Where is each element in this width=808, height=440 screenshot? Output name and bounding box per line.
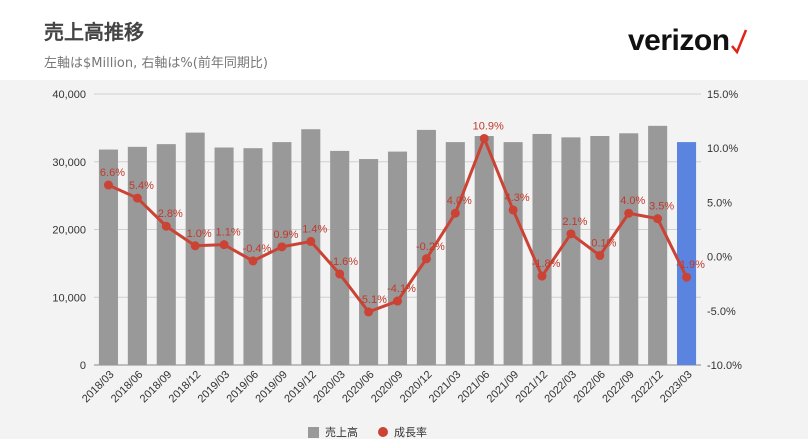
growth-rate-point xyxy=(450,208,460,218)
growth-rate-point xyxy=(653,214,663,224)
revenue-bar xyxy=(416,129,436,365)
growth-rate-data-label: 4.3% xyxy=(505,192,530,204)
revenue-bar xyxy=(532,133,552,365)
right-axis-tick-label: 0.0% xyxy=(707,252,732,264)
left-axis-tick-label: 30,000 xyxy=(52,157,86,169)
growth-rate-data-label: 1.1% xyxy=(216,227,241,239)
growth-rate-point xyxy=(421,254,431,264)
growth-rate-point xyxy=(393,296,402,306)
legend-swatch-bar xyxy=(308,426,319,438)
revenue-bar xyxy=(474,136,494,365)
growth-rate-data-label: 1.4% xyxy=(302,223,327,235)
revenue-bar xyxy=(301,129,321,365)
revenue-bar xyxy=(272,142,292,365)
growth-rate-point xyxy=(248,256,258,266)
revenue-bar xyxy=(98,149,118,365)
legend-label-growth: 成長率 xyxy=(394,426,427,439)
growth-rate-data-label: -0.4% xyxy=(243,243,272,255)
growth-rate-point xyxy=(479,133,489,143)
logo-text: verizon xyxy=(628,24,730,57)
growth-rate-point xyxy=(103,180,113,190)
growth-rate-data-label: 0.1% xyxy=(591,238,616,250)
growth-rate-point xyxy=(595,251,605,261)
revenue-bar xyxy=(445,142,465,365)
growth-rate-data-label: 0.9% xyxy=(273,229,298,241)
page-subtitle: 左軸は$Million, 右軸は%(前年同期比) xyxy=(44,56,268,71)
growth-rate-point xyxy=(219,240,229,250)
growth-rate-data-label: 3.5% xyxy=(649,201,674,213)
check-mark-icon xyxy=(730,29,747,54)
page-title: 売上高推移 xyxy=(44,20,144,44)
revenue-bar xyxy=(619,133,639,365)
growth-rate-data-label: -4.1% xyxy=(387,283,416,295)
growth-rate-data-label: 2.1% xyxy=(562,216,587,228)
growth-rate-point xyxy=(537,271,547,281)
revenue-bar xyxy=(359,159,379,365)
verizon-logo: verizon xyxy=(628,24,748,58)
left-axis-tick-label: 10,000 xyxy=(52,292,86,304)
revenue-bar xyxy=(156,144,176,365)
growth-rate-point xyxy=(682,272,692,282)
growth-rate-point xyxy=(364,307,374,317)
left-axis-tick-label: 40,000 xyxy=(52,89,86,101)
revenue-bar xyxy=(561,137,581,365)
right-axis-tick-label: -10.0% xyxy=(707,360,742,372)
revenue-bar xyxy=(677,142,697,365)
revenue-bar xyxy=(330,150,350,365)
growth-rate-data-label: 5.4% xyxy=(129,180,154,192)
growth-rate-point xyxy=(161,221,171,231)
revenue-bar xyxy=(648,125,668,365)
legend-item-revenue: 売上高 xyxy=(308,424,358,440)
revenue-bar xyxy=(503,142,523,365)
legend-item-growth: 成長率 xyxy=(378,424,427,440)
growth-rate-point xyxy=(335,269,345,279)
growth-rate-data-label: -1.6% xyxy=(329,256,358,268)
x-axis-tick-label: 2023/03 xyxy=(658,369,695,406)
growth-rate-point xyxy=(508,205,518,215)
growth-rate-point xyxy=(566,229,576,239)
legend-label-revenue: 売上高 xyxy=(325,426,358,439)
growth-rate-data-label: 10.9% xyxy=(473,120,504,132)
growth-rate-point xyxy=(277,242,287,252)
growth-rate-data-label: 4.0% xyxy=(620,195,645,207)
right-axis-tick-label: -5.0% xyxy=(707,306,736,318)
growth-rate-data-label: 1.0% xyxy=(187,228,212,240)
right-axis-tick-label: 10.0% xyxy=(707,143,738,155)
left-axis-tick-label: 20,000 xyxy=(52,225,86,237)
growth-rate-data-label: -1.9% xyxy=(676,259,705,271)
growth-rate-data-label: 4.0% xyxy=(447,195,472,207)
growth-rate-data-label: -0.2% xyxy=(416,241,445,253)
legend-swatch-dot xyxy=(378,427,388,437)
growth-rate-data-label: 6.6% xyxy=(100,167,125,179)
growth-rate-data-label: -5.1% xyxy=(358,294,387,306)
right-axis-tick-label: 5.0% xyxy=(707,197,732,209)
growth-rate-point xyxy=(190,241,200,251)
growth-rate-point xyxy=(624,208,634,218)
growth-rate-point xyxy=(132,193,142,203)
right-axis-tick-label: 15.0% xyxy=(707,89,738,101)
growth-rate-data-label: -1.8% xyxy=(532,258,561,270)
chart-legend: 売上高 成長率 xyxy=(308,424,427,440)
revenue-bar xyxy=(214,147,234,365)
revenue-bar xyxy=(387,151,408,365)
growth-rate-point xyxy=(306,236,316,246)
left-axis-tick-label: 0 xyxy=(80,360,86,372)
revenue-bar xyxy=(590,136,610,365)
growth-rate-data-label: 2.8% xyxy=(158,208,183,220)
